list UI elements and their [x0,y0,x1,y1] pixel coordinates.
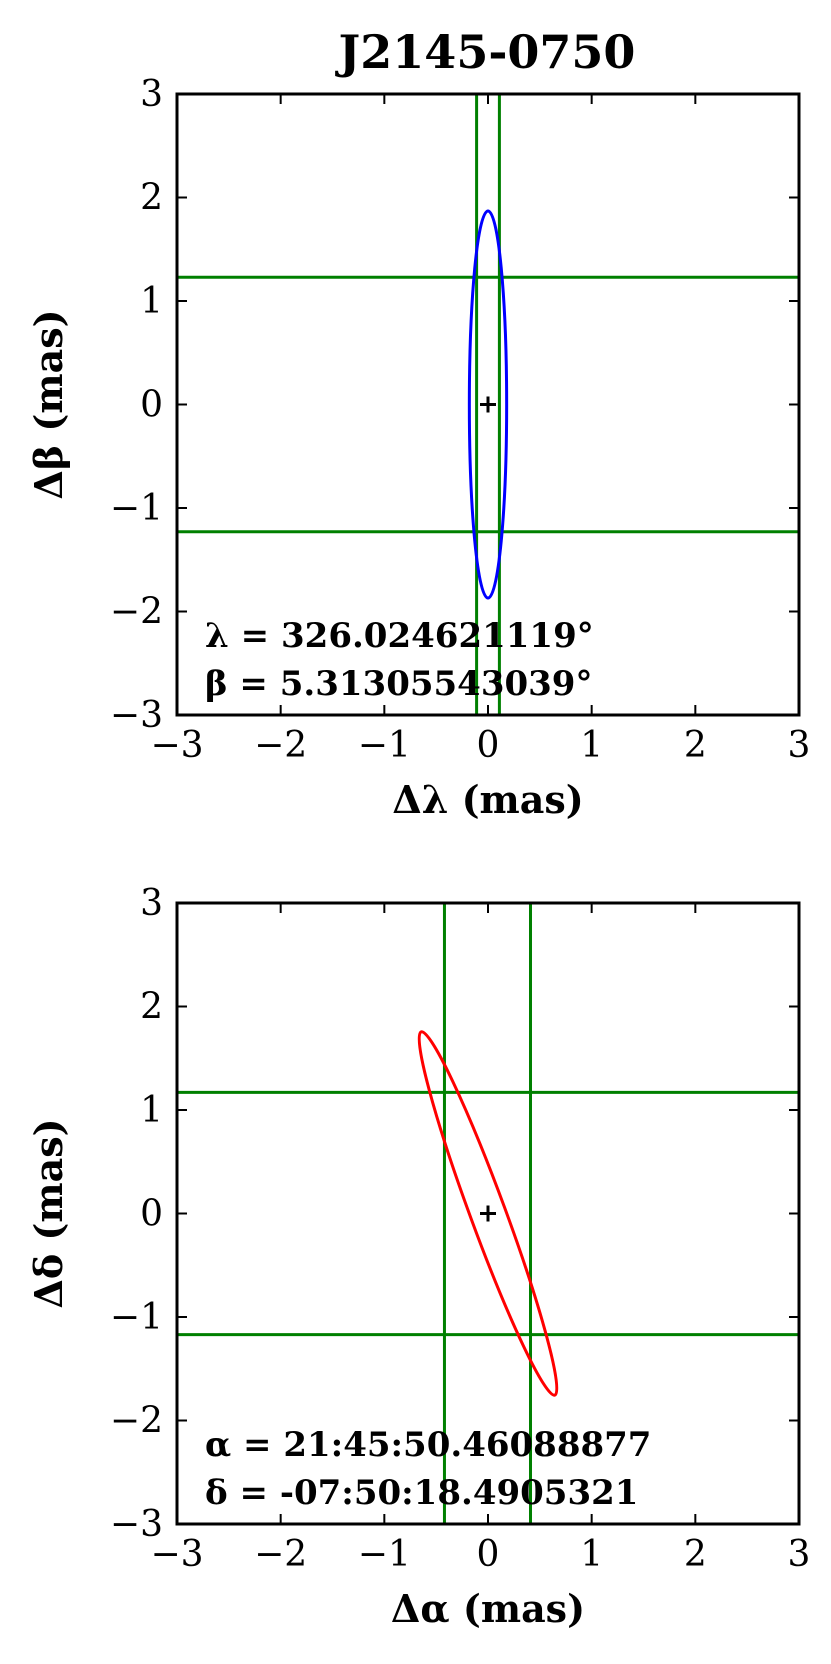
y-tick-label: −1 [110,488,163,529]
y-tick-label: −3 [110,1504,163,1545]
x-tick-label: −1 [358,725,411,766]
x-tick-label: 1 [580,725,603,766]
x-tick-label: −2 [254,1534,307,1575]
x-tick-label: 2 [684,725,707,766]
y-tick-label: −1 [110,1297,163,1338]
y-tick-label: 1 [140,1090,163,1131]
x-axis-label: Δα (mas) [391,1586,585,1631]
y-tick-label: −3 [110,695,163,736]
x-tick-label: 1 [580,1534,603,1575]
x-tick-label: 2 [684,1534,707,1575]
x-tick-label: 0 [477,1534,500,1575]
x-tick-label: −3 [150,1534,203,1575]
coordinate-annotation-1: α = 21:45:50.46088877 [205,1425,651,1465]
plot-area [177,94,799,715]
center-plus-marker [480,396,496,413]
ecliptic-panel: −3 −2 −1 0 1 2 3 −3 −2 −1 0 1 2 3 Δλ (mas) Δβ (mas) λ = … [26,74,810,822]
x-tick-label: −2 [254,725,307,766]
y-tick-label: 1 [140,281,163,322]
x-axis-label: Δλ (mas) [392,777,584,822]
equatorial-panel: −3 −2 −1 0 1 2 3 −3 −2 −1 0 1 2 3 Δα (mas) Δδ (mas) α = … [26,883,810,1631]
x-tick-label: −3 [150,725,203,766]
y-axis-label: Δδ (mas) [26,1118,71,1308]
error-ellipse [467,209,509,600]
y-tick-label: 0 [140,385,163,426]
error-ellipse [417,1030,559,1397]
coordinate-annotation-2: β = 5.31305543039° [205,664,592,704]
y-tick-label: 0 [140,1194,163,1235]
y-tick-label: 3 [140,883,163,924]
y-tick-label: −2 [110,592,163,633]
y-tick-label: 2 [140,987,163,1028]
x-tick-label: 3 [788,725,811,766]
coordinate-annotation-2: δ = -07:50:18.4905321 [205,1473,638,1513]
coordinate-annotation-1: λ = 326.024621119° [205,616,594,656]
x-tick-label: −1 [358,1534,411,1575]
center-plus-marker [480,1205,496,1222]
y-tick-label: 2 [140,178,163,219]
y-axis-label: Δβ (mas) [26,309,71,499]
y-tick-label: 3 [140,74,163,115]
x-tick-label: 3 [788,1534,811,1575]
plot-area [177,903,799,1524]
y-tick-label: −2 [110,1401,163,1442]
figure-title: J2145-0750 [335,25,636,79]
x-tick-label: 0 [477,725,500,766]
